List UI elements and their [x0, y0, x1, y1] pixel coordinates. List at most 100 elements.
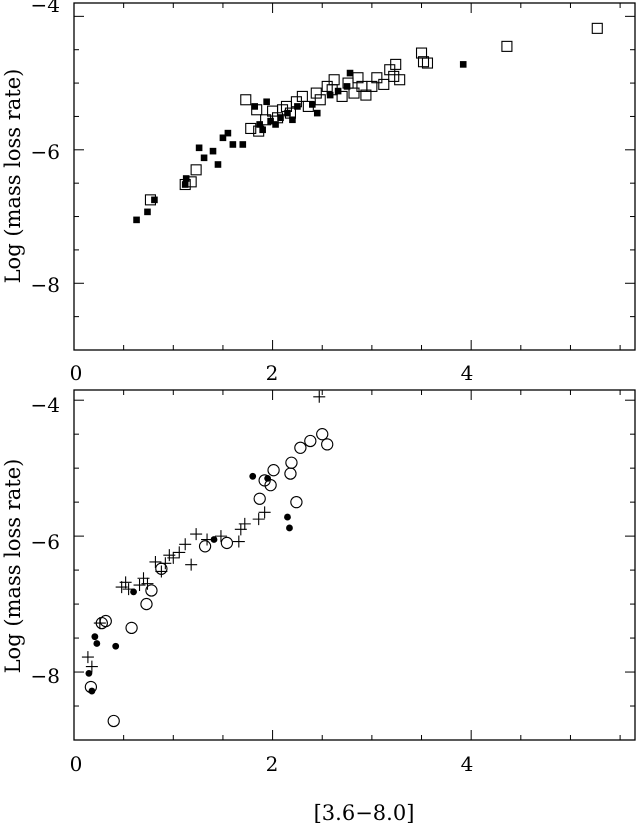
data-point-filled-circle — [112, 642, 120, 650]
ticks-top — [73, 3, 635, 351]
data-point-open-circle — [294, 441, 307, 454]
data-point-open-square — [352, 72, 364, 84]
data-point-filled-square — [151, 196, 158, 204]
data-point-filled-square — [263, 98, 270, 106]
data-point-open-square — [348, 87, 360, 99]
data-point-open-square — [591, 22, 603, 34]
data-point-open-square — [360, 89, 372, 101]
data-point-open-circle — [321, 438, 334, 451]
data-point-plus — [232, 535, 245, 548]
data-point-filled-circle — [85, 669, 93, 677]
data-point-open-square — [328, 74, 340, 86]
data-point-open-square — [284, 107, 297, 119]
data-point-open-square — [260, 114, 272, 126]
plot-frame-bottom — [73, 389, 636, 741]
data-point-open-square — [501, 40, 513, 52]
data-point-open-circle — [198, 540, 212, 553]
y-tick-label: −4 — [31, 0, 60, 17]
x-tick-label: 4 — [461, 361, 474, 385]
x-tick-label: 4 — [461, 752, 474, 776]
data-point-filled-square — [251, 103, 259, 110]
data-point-plus — [81, 651, 94, 664]
data-point-filled-square — [214, 161, 222, 168]
y-tick-label: −4 — [31, 393, 60, 417]
data-point-filled-circle — [249, 472, 257, 480]
data-point-filled-square — [229, 141, 237, 148]
ticks-bottom — [73, 390, 635, 741]
data-point-filled-square — [343, 83, 351, 90]
data-point-filled-square — [133, 216, 140, 224]
data-point-plus — [190, 528, 203, 541]
data-point-open-square — [314, 94, 326, 106]
data-point-filled-circle — [286, 524, 293, 532]
data-point-filled-square — [459, 61, 467, 68]
data-point-open-square — [394, 74, 406, 86]
data-point-open-square — [190, 164, 202, 176]
data-point-plus — [93, 617, 106, 630]
data-point-open-square — [310, 87, 322, 99]
data-point-open-square — [415, 47, 428, 59]
data-point-plus — [159, 557, 172, 570]
data-point-plus — [141, 577, 154, 590]
data-point-open-circle — [267, 464, 280, 477]
panel-top: −4 −6 −8 0 2 4 Log (mass loss rate) — [1, 0, 636, 385]
data-point-open-circle — [284, 467, 297, 480]
x-axis-label: [3.6−8.0] — [314, 801, 415, 825]
data-point-plus — [258, 506, 271, 519]
data-point-filled-square — [219, 134, 227, 142]
data-point-open-circle — [107, 714, 120, 728]
data-point-open-square — [336, 90, 348, 102]
y-tick-label: −6 — [31, 140, 60, 164]
data-point-plus — [149, 555, 162, 568]
data-point-open-square — [144, 194, 157, 206]
data-point-filled-square — [195, 144, 203, 152]
data-point-plus — [167, 551, 180, 564]
data-point-filled-circle — [210, 536, 218, 543]
data-point-filled-circle — [284, 513, 291, 521]
data-point-plus — [133, 579, 146, 592]
data-point-open-circle — [84, 680, 98, 694]
data-point-filled-square — [309, 101, 316, 108]
x-tick-label: 2 — [266, 752, 279, 776]
data-point-open-square — [417, 56, 430, 68]
data-point-open-circle — [316, 428, 329, 441]
y-tick-label: −6 — [31, 530, 60, 554]
data-point-plus — [179, 538, 192, 551]
x-tick-label: 0 — [70, 361, 83, 385]
data-point-open-square — [371, 72, 383, 84]
data-point-open-circle — [140, 597, 153, 611]
y-tick-label: −8 — [31, 273, 60, 297]
data-point-filled-circle — [91, 633, 99, 641]
data-point-open-circle — [125, 621, 138, 635]
data-point-filled-square — [144, 208, 151, 216]
data-point-open-circle — [253, 492, 266, 505]
data-point-plus — [173, 546, 186, 559]
data-point-filled-square — [277, 114, 284, 122]
data-point-open-circle — [264, 478, 277, 492]
data-point-open-square — [276, 104, 289, 116]
data-point-filled-circle — [93, 640, 101, 647]
data-point-filled-square — [256, 121, 263, 128]
data-point-open-square — [185, 176, 197, 188]
data-point-open-circle — [99, 614, 112, 628]
y-axis-label: Log (mass loss rate) — [1, 459, 25, 674]
data-point-open-circle — [145, 584, 158, 597]
data-point-filled-square — [181, 181, 189, 188]
data-point-filled-square — [224, 129, 232, 137]
data-point-filled-square — [313, 109, 321, 117]
data-point-plus — [185, 558, 198, 571]
data-point-plus — [201, 533, 214, 546]
data-point-filled-square — [272, 121, 279, 128]
y-tick-label: −8 — [31, 664, 60, 688]
data-point-open-square — [245, 122, 257, 135]
marks-top — [133, 22, 603, 224]
data-point-plus — [119, 576, 132, 589]
plot-frame-top — [73, 2, 636, 351]
data-point-filled-square — [209, 147, 217, 155]
y-axis-label: Log (mass loss rate) — [1, 69, 25, 284]
data-point-open-circle — [285, 456, 298, 469]
data-point-filled-square — [239, 141, 247, 148]
data-point-open-circle — [290, 495, 303, 509]
data-point-filled-square — [346, 69, 354, 77]
